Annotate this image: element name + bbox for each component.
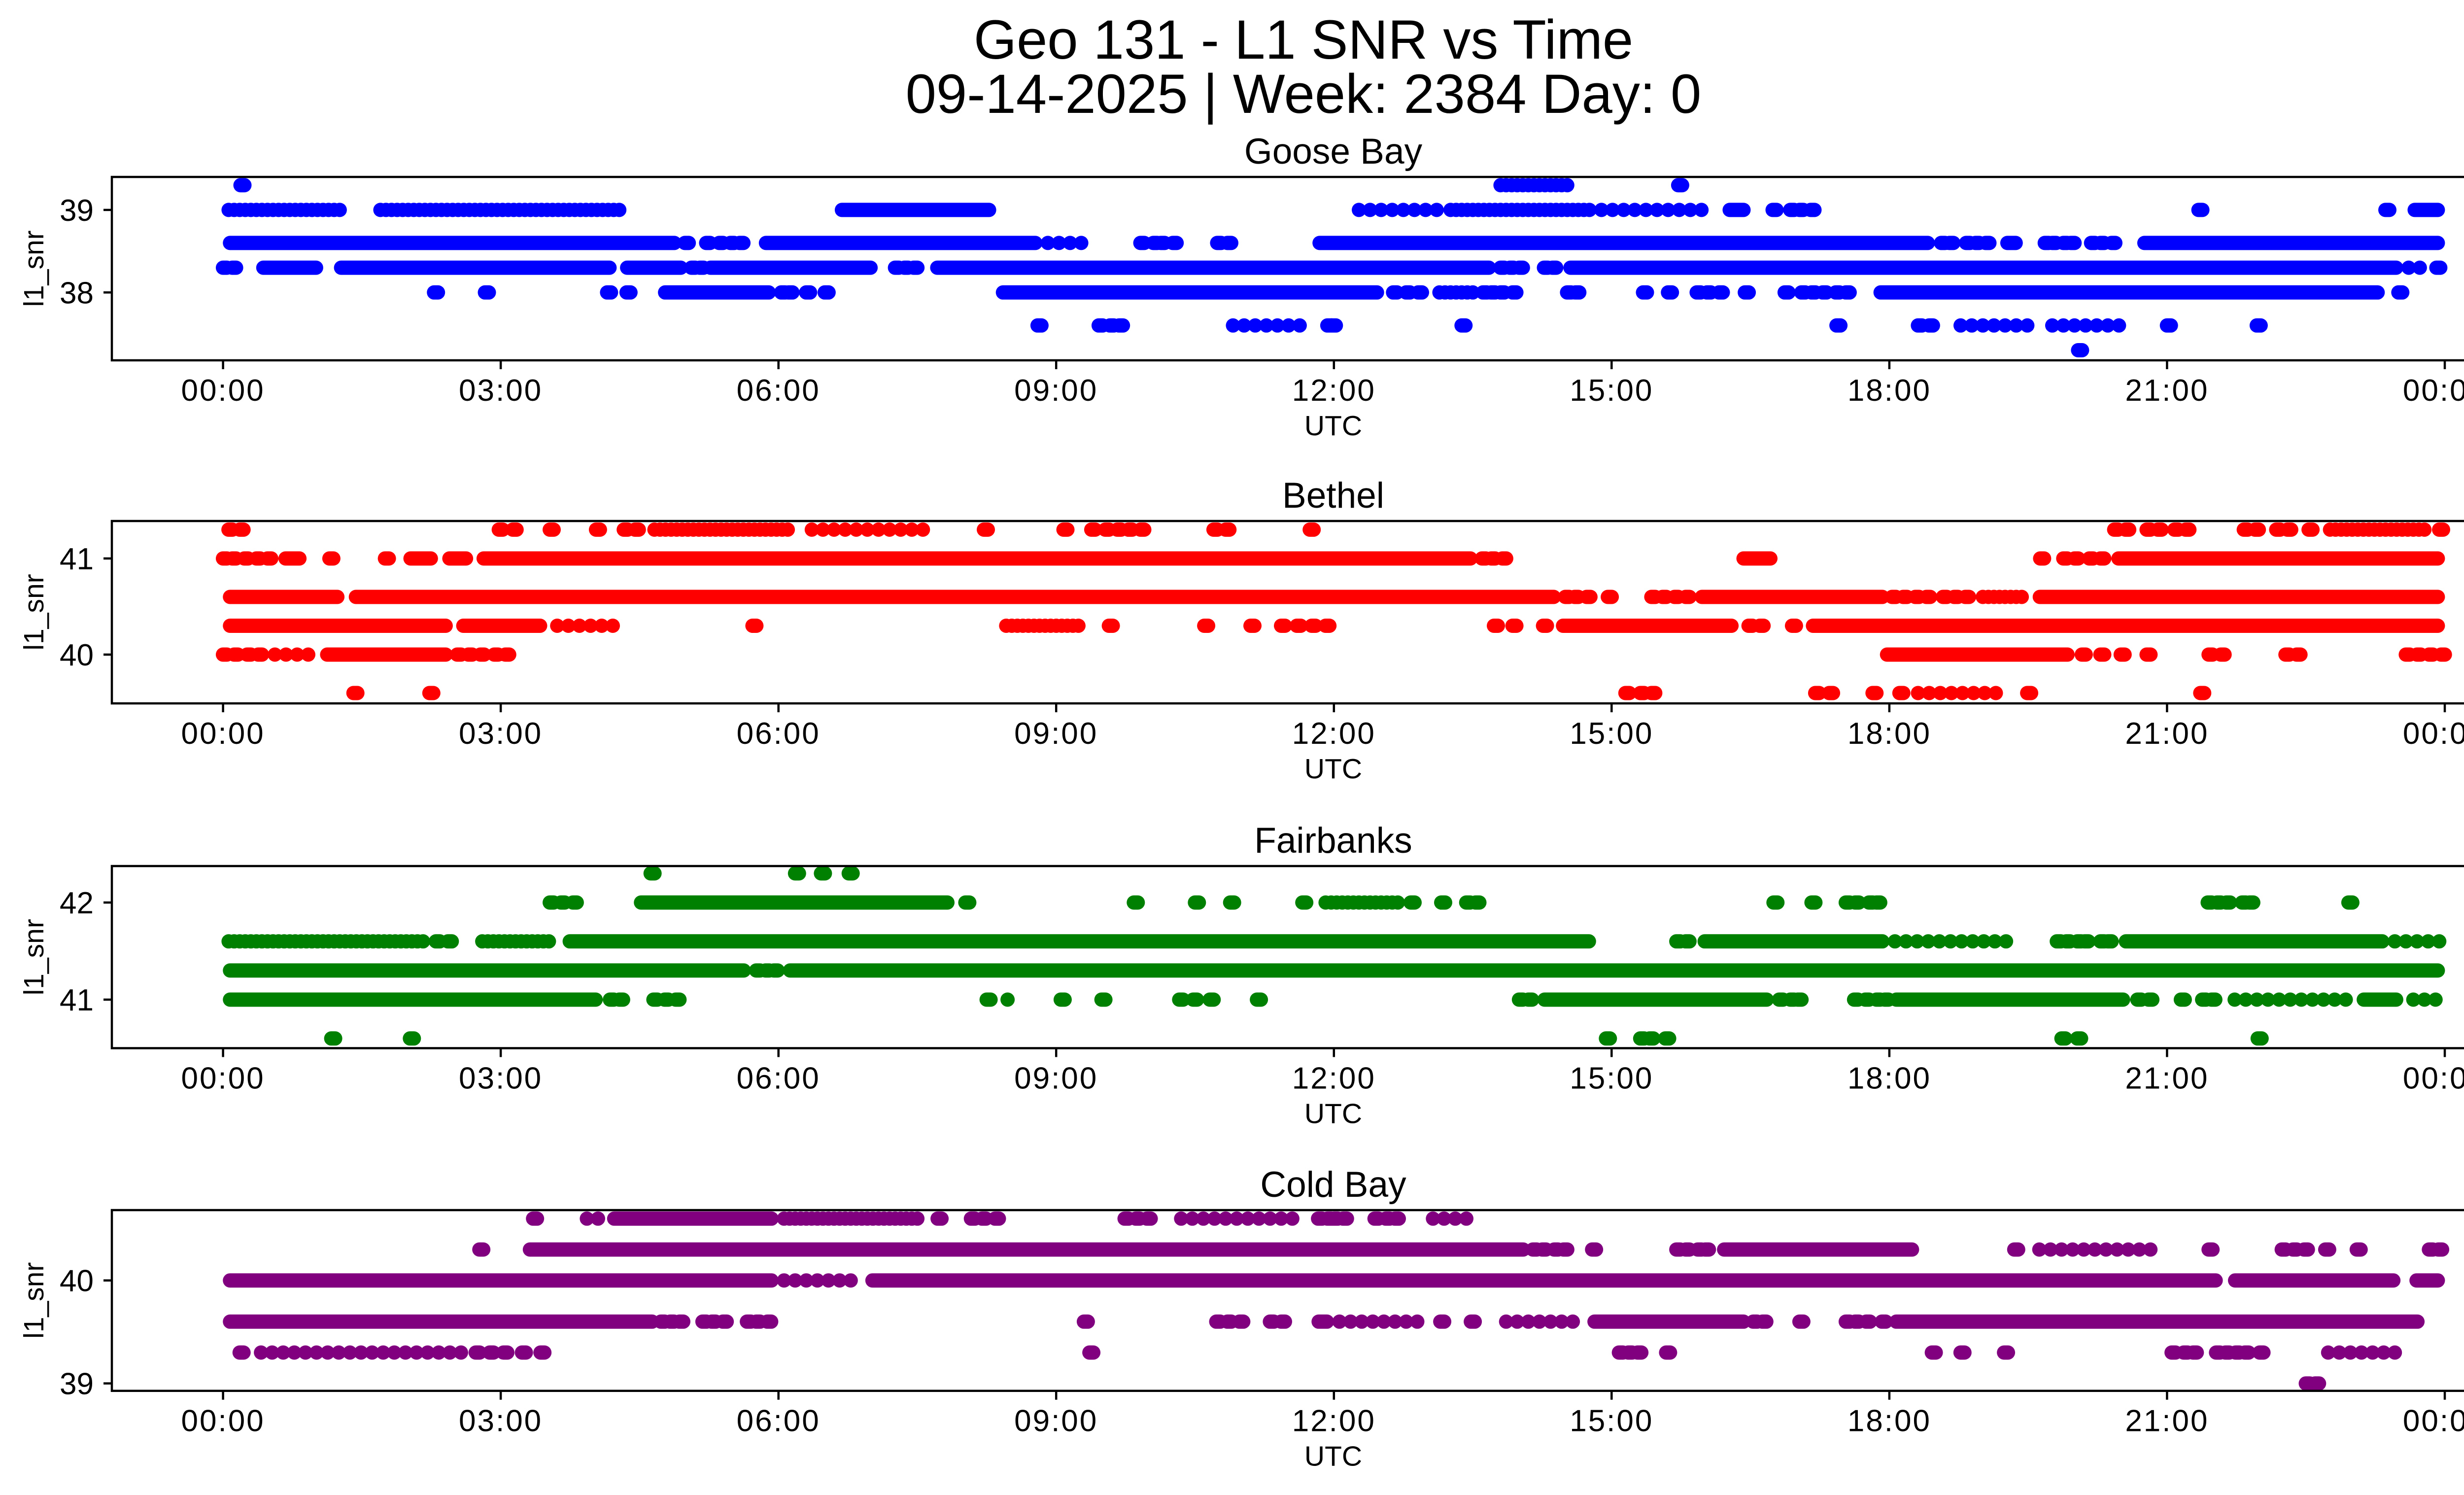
svg-text:Cold Bay: Cold Bay — [1260, 1165, 1406, 1205]
svg-text:00:00: 00:00 — [181, 717, 265, 751]
svg-text:09:00: 09:00 — [1014, 374, 1098, 408]
svg-text:15:00: 15:00 — [1570, 374, 1653, 408]
svg-text:06:00: 06:00 — [737, 1062, 821, 1096]
svg-text:15:00: 15:00 — [1570, 717, 1653, 751]
svg-text:00:00: 00:00 — [2403, 717, 2464, 751]
svg-text:06:00: 06:00 — [737, 717, 821, 751]
svg-text:03:00: 03:00 — [459, 1404, 543, 1438]
svg-text:Goose Bay: Goose Bay — [1244, 132, 1423, 172]
svg-text:09:00: 09:00 — [1014, 1062, 1098, 1096]
svg-text:Bethel: Bethel — [1282, 476, 1384, 516]
svg-text:40: 40 — [60, 1264, 94, 1298]
svg-text:03:00: 03:00 — [459, 1062, 543, 1096]
svg-text:UTC: UTC — [1304, 1441, 1362, 1472]
svg-text:00:00: 00:00 — [181, 1404, 265, 1438]
svg-text:12:00: 12:00 — [1292, 374, 1376, 408]
svg-text:38: 38 — [60, 276, 94, 310]
svg-text:UTC: UTC — [1304, 1098, 1362, 1130]
svg-text:00:00: 00:00 — [2403, 374, 2464, 408]
svg-text:15:00: 15:00 — [1570, 1062, 1653, 1096]
svg-text:21:00: 21:00 — [2125, 1062, 2209, 1096]
svg-text:l1_snr: l1_snr — [18, 1262, 50, 1339]
svg-text:39: 39 — [60, 194, 94, 228]
svg-text:03:00: 03:00 — [459, 717, 543, 751]
svg-text:39: 39 — [60, 1367, 94, 1401]
svg-text:21:00: 21:00 — [2125, 717, 2209, 751]
svg-text:03:00: 03:00 — [459, 374, 543, 408]
svg-text:Geo 131 - L1 SNR vs Time: Geo 131 - L1 SNR vs Time — [974, 9, 1633, 70]
svg-text:00:00: 00:00 — [2403, 1062, 2464, 1096]
svg-text:06:00: 06:00 — [737, 374, 821, 408]
svg-text:UTC: UTC — [1304, 753, 1362, 785]
svg-text:l1_snr: l1_snr — [18, 230, 50, 307]
svg-text:UTC: UTC — [1304, 410, 1362, 442]
svg-text:18:00: 18:00 — [1848, 1404, 1931, 1438]
svg-text:15:00: 15:00 — [1570, 1404, 1653, 1438]
svg-text:09:00: 09:00 — [1014, 1404, 1098, 1438]
svg-text:18:00: 18:00 — [1848, 1062, 1931, 1096]
svg-text:41: 41 — [60, 542, 94, 576]
svg-text:Fairbanks: Fairbanks — [1254, 821, 1412, 861]
svg-text:42: 42 — [60, 886, 94, 920]
svg-text:l1_snr: l1_snr — [18, 919, 50, 995]
svg-text:41: 41 — [60, 983, 94, 1017]
svg-text:06:00: 06:00 — [737, 1404, 821, 1438]
svg-text:00:00: 00:00 — [181, 1062, 265, 1096]
svg-text:l1_snr: l1_snr — [18, 574, 50, 650]
svg-text:21:00: 21:00 — [2125, 374, 2209, 408]
svg-text:00:00: 00:00 — [181, 374, 265, 408]
svg-text:09-14-2025 | Week: 2384 Day: 0: 09-14-2025 | Week: 2384 Day: 0 — [906, 63, 1702, 125]
svg-text:12:00: 12:00 — [1292, 717, 1376, 751]
svg-text:18:00: 18:00 — [1848, 717, 1931, 751]
svg-text:18:00: 18:00 — [1848, 374, 1931, 408]
svg-text:21:00: 21:00 — [2125, 1404, 2209, 1438]
svg-text:12:00: 12:00 — [1292, 1404, 1376, 1438]
svg-text:00:00: 00:00 — [2403, 1404, 2464, 1438]
svg-text:09:00: 09:00 — [1014, 717, 1098, 751]
svg-text:40: 40 — [60, 638, 94, 672]
svg-text:12:00: 12:00 — [1292, 1062, 1376, 1096]
